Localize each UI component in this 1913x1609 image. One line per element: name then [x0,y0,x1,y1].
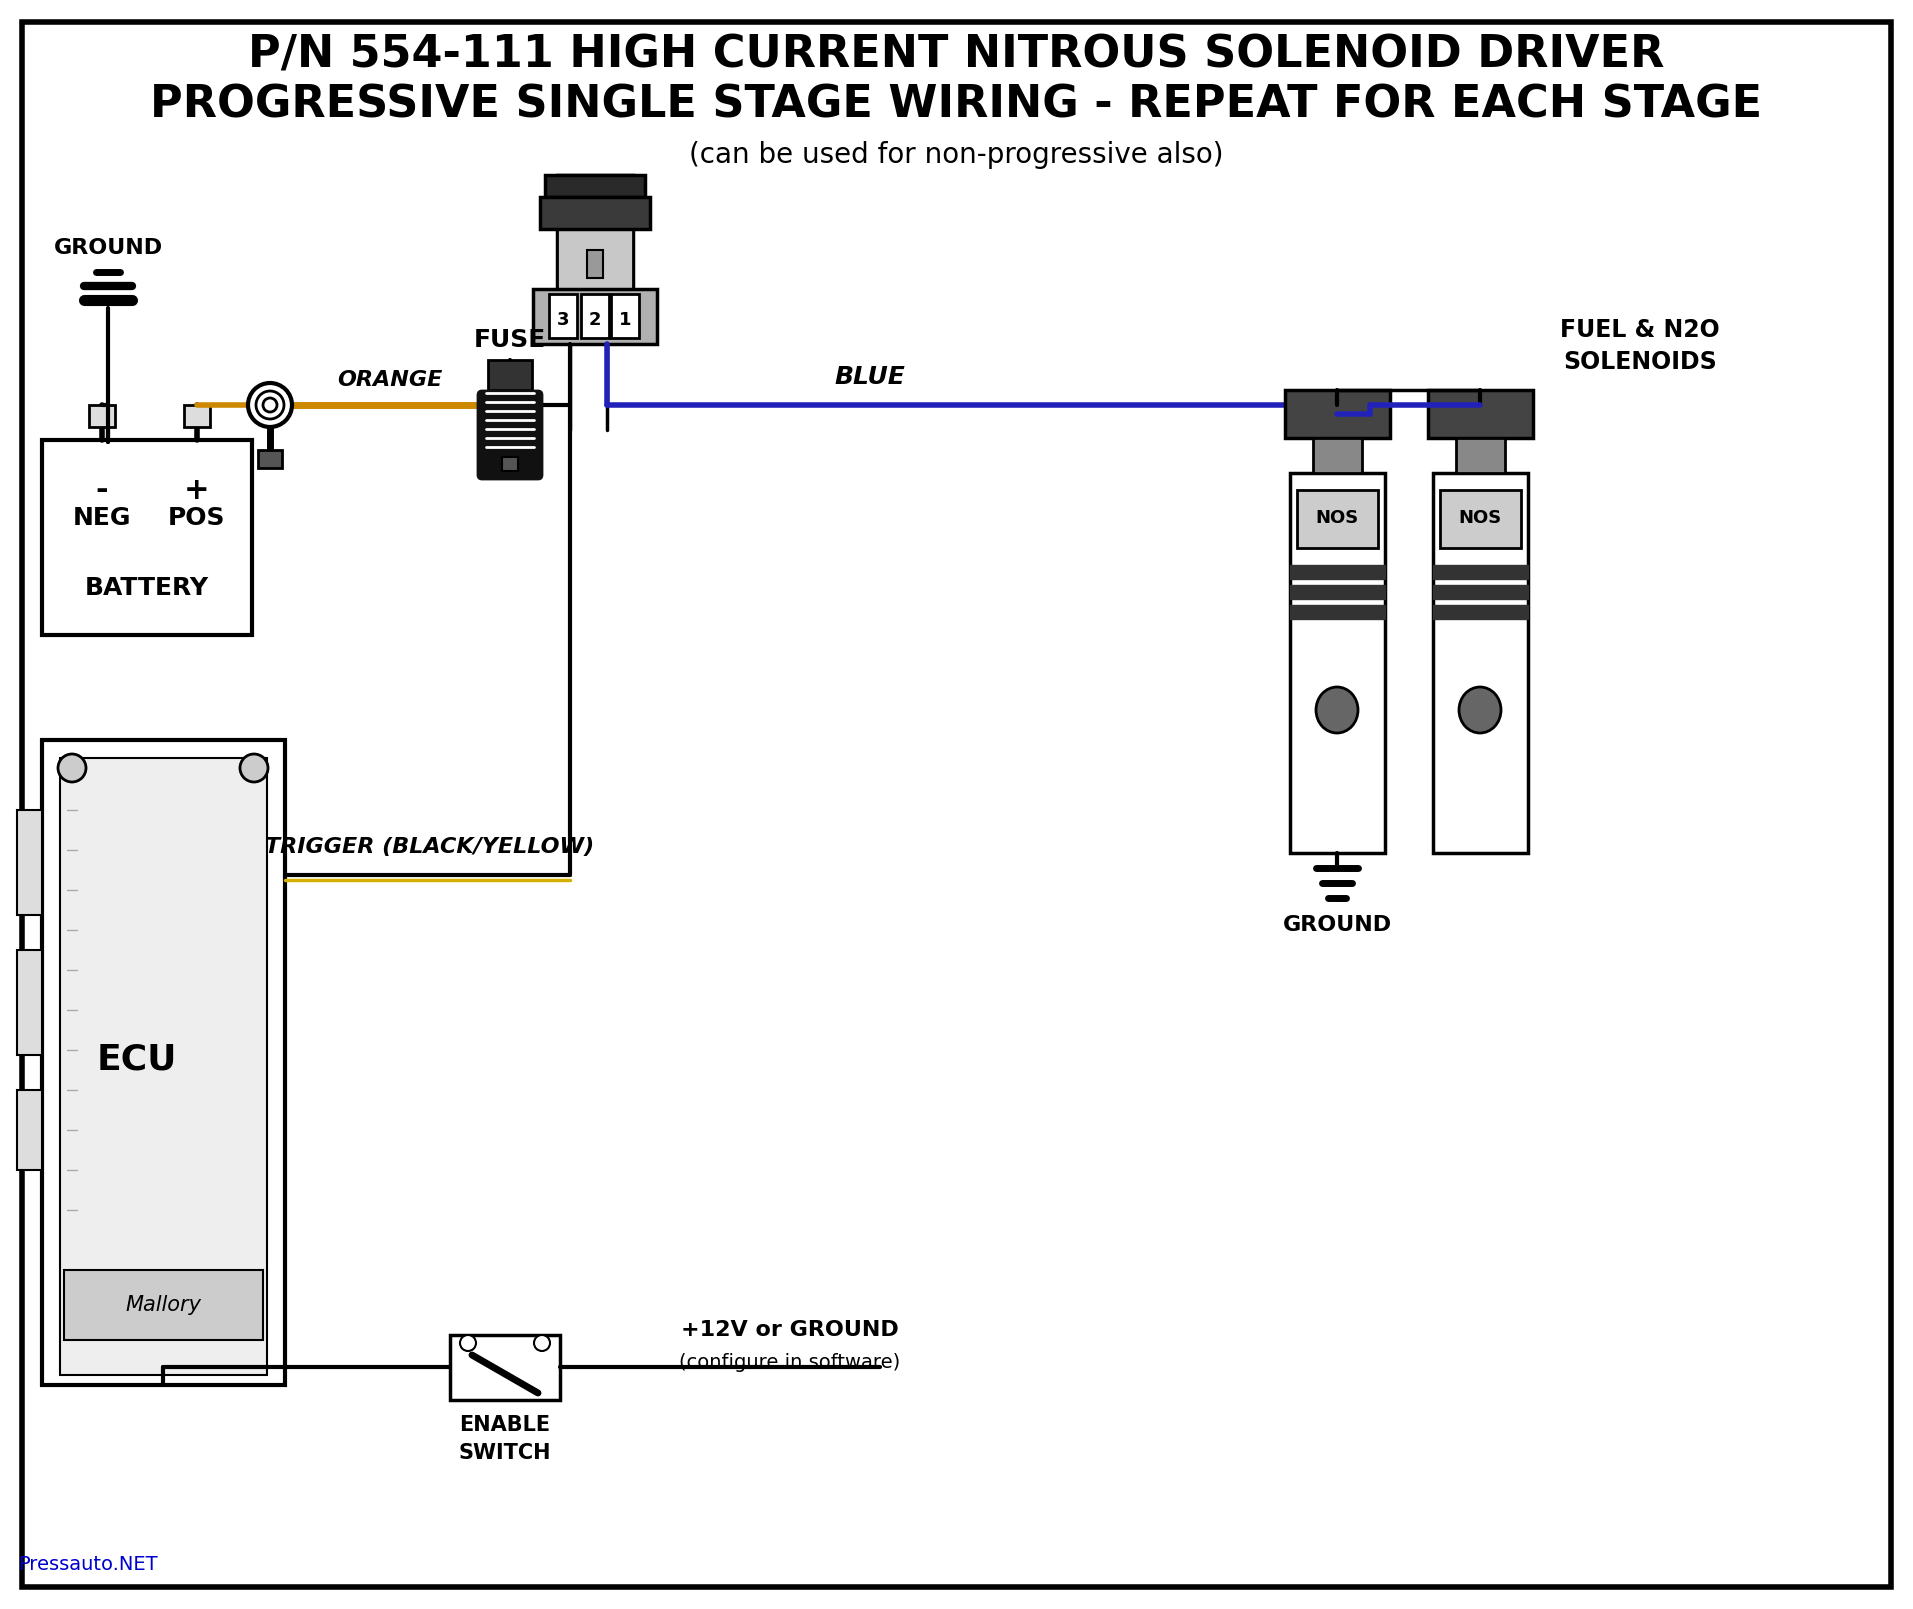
FancyBboxPatch shape [478,391,541,479]
Text: SWITCH: SWITCH [459,1443,551,1463]
Bar [545,175,645,196]
Text: +12V or GROUND: +12V or GROUND [681,1319,899,1340]
Text: SOLENOIDS: SOLENOIDS [1563,351,1716,373]
Bar [42,439,253,636]
Ellipse shape [1316,687,1358,734]
Text: BATTERY: BATTERY [84,576,209,600]
Circle shape [256,391,283,418]
Text: +: + [184,476,210,505]
Text: FUSE: FUSE [474,328,545,352]
Text: Mallory: Mallory [124,1295,201,1315]
Bar [1433,565,1528,579]
Text: ECU: ECU [98,1043,178,1076]
Text: 3: 3 [557,311,570,328]
Bar [42,740,285,1385]
Bar [1289,473,1385,853]
Bar [549,294,578,338]
Text: BLUE: BLUE [834,365,905,389]
Bar [1297,491,1377,549]
Text: FUEL & N2O: FUEL & N2O [1561,319,1720,343]
Bar [1312,438,1362,473]
Text: NOS: NOS [1316,508,1358,528]
Bar [17,949,42,1056]
Bar [63,1270,262,1340]
Circle shape [534,1335,551,1352]
Bar [90,405,115,426]
Ellipse shape [1460,687,1502,734]
Bar [501,457,518,471]
Text: ORANGE: ORANGE [337,370,442,389]
Bar [610,294,639,338]
Bar [557,228,633,290]
Circle shape [249,383,293,426]
Bar [1289,586,1385,599]
Text: NEG: NEG [73,505,132,529]
Text: GROUND: GROUND [1282,916,1391,935]
Bar [1433,605,1528,619]
Bar [59,758,268,1376]
Text: -: - [96,476,109,505]
Circle shape [57,755,86,782]
Bar [557,175,633,339]
Bar [258,451,281,468]
Bar [450,1335,561,1400]
Text: TRIGGER (BLACK/YELLOW): TRIGGER (BLACK/YELLOW) [266,837,595,858]
Bar [1286,389,1391,438]
Text: 2: 2 [589,311,601,328]
Bar [1433,586,1528,599]
Bar [1289,605,1385,619]
Text: ENABLE: ENABLE [459,1414,551,1435]
Bar [539,196,650,228]
Circle shape [262,397,277,412]
Bar [1289,565,1385,579]
Text: PROGRESSIVE SINGLE STAGE WIRING - REPEAT FOR EACH STAGE: PROGRESSIVE SINGLE STAGE WIRING - REPEAT… [149,84,1762,127]
Bar [17,809,42,916]
Circle shape [239,755,268,782]
Text: NOS: NOS [1458,508,1502,528]
Bar [17,1089,42,1170]
Bar [488,360,532,389]
Bar [184,405,210,426]
Text: 1: 1 [618,311,631,328]
Text: (configure in software): (configure in software) [679,1353,901,1372]
Bar [534,290,656,344]
Bar [587,249,603,278]
Bar [1427,389,1532,438]
Text: GROUND: GROUND [54,238,163,257]
Text: (can be used for non-progressive also): (can be used for non-progressive also) [689,142,1222,169]
Circle shape [459,1335,476,1352]
Text: P/N 554-111 HIGH CURRENT NITROUS SOLENOID DRIVER: P/N 554-111 HIGH CURRENT NITROUS SOLENOI… [249,34,1664,77]
Bar [1456,438,1506,473]
Bar [1433,473,1528,853]
Text: POS: POS [168,505,226,529]
Bar [1440,491,1521,549]
Bar [582,294,608,338]
Text: Pressauto.NET: Pressauto.NET [19,1556,157,1575]
